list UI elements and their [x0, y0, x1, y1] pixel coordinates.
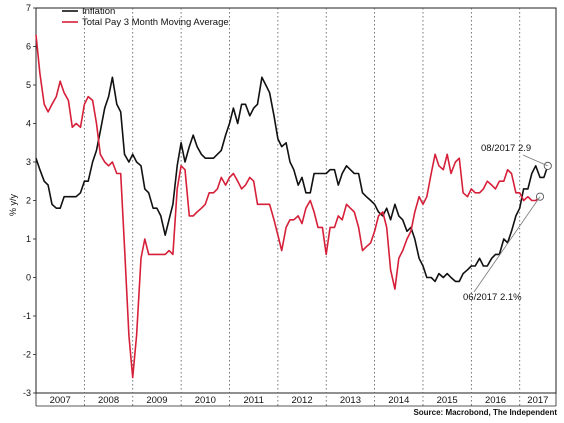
x-tick-label: 2009 [146, 395, 167, 406]
x-tick-label: 2015 [437, 395, 458, 406]
y-tick-label: -1 [23, 311, 31, 321]
y-tick-label: 7 [26, 3, 31, 13]
annotation-leader [473, 196, 541, 293]
y-tick-label: 0 [26, 273, 31, 283]
y-tick-label: 2 [26, 196, 31, 206]
series-line-total-pay [35, 34, 541, 379]
annotation-label: 06/2017 2.1% [463, 292, 522, 303]
legend: Inflation Total Pay 3 Month Moving Avera… [62, 6, 229, 28]
legend-label-total-pay: Total Pay 3 Month Moving Average [82, 17, 229, 28]
source-note: Source: Macrobond, The Independent [413, 408, 557, 417]
year-gridlines [83, 8, 521, 406]
x-tick-label: 2017 [527, 395, 548, 406]
x-tick-label: 2013 [340, 395, 361, 406]
x-tick-label: 2011 [243, 395, 263, 406]
y-tick-label: 4 [26, 119, 31, 129]
annotation-leader [522, 154, 548, 167]
annotations: 08/2017 2.9 06/2017 2.1% [463, 143, 552, 303]
plot-area-border [35, 7, 557, 394]
y-tick-label: 3 [26, 157, 31, 167]
series-line-inflation [35, 76, 549, 283]
series-lines [35, 34, 549, 379]
x-tick-label: 2008 [98, 395, 119, 406]
x-tick-label: 2010 [195, 395, 216, 406]
y-tick-label: 1 [26, 234, 31, 244]
x-tick-label: 2014 [388, 395, 409, 406]
x-tick-label: 2016 [485, 395, 506, 406]
y-tick-label: 5 [26, 80, 31, 90]
plot-frame [35, 7, 557, 407]
x-axis-ticks: 2007 2008 2009 2010 2011 2012 2013 2014 2015 2016… [50, 395, 549, 406]
y-tick-label: 6 [26, 42, 31, 52]
y-tick-label: -3 [23, 388, 31, 398]
annotation-label: 08/2017 2.9 [481, 143, 531, 154]
y-axis-ticks: -3 -2 -1 0 1 2 3 4 5 6 7 [23, 3, 36, 398]
y-tick-label: -2 [23, 350, 31, 360]
y-axis-label: % y/y [8, 194, 18, 217]
x-tick-label: 2012 [291, 395, 312, 406]
x-tick-label: 2007 [50, 395, 71, 406]
legend-label-inflation: Inflation [82, 6, 115, 17]
